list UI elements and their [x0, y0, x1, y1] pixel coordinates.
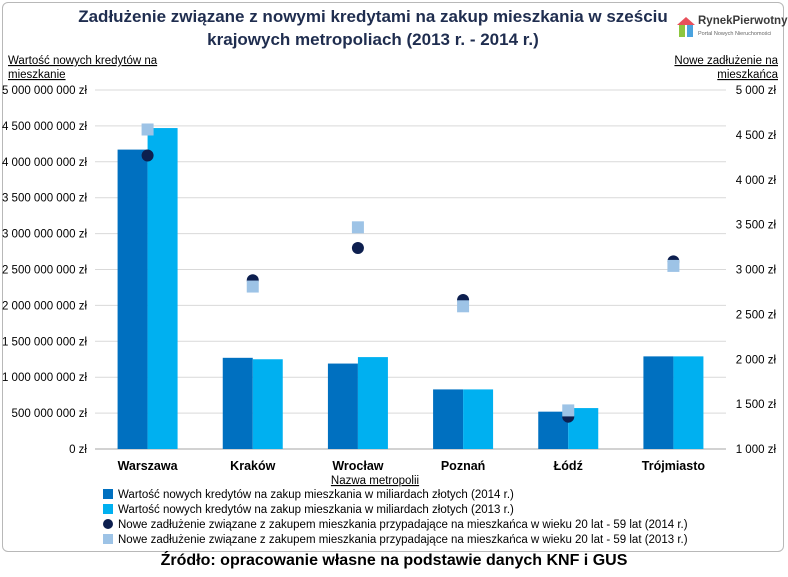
chart-title-line-1: Zadłużenie związane z nowymi kredytami n… — [78, 7, 668, 26]
y2-tick-label: 4 500 zł — [736, 130, 777, 142]
bars — [117, 128, 704, 449]
bar — [327, 363, 358, 449]
bar — [463, 389, 494, 449]
logo: RynekPierwotny Portal Nowych Nieruchomoś… — [676, 14, 787, 44]
point — [141, 149, 154, 162]
category-label: Kraków — [230, 459, 275, 473]
y-tick-label: 3 000 000 000 zł — [2, 229, 87, 241]
bar — [252, 359, 283, 449]
legend-label: Nowe zadłużenie związane z zakupem miesz… — [118, 519, 688, 531]
gridlines — [95, 89, 726, 450]
legend-marker — [103, 489, 113, 499]
y2-tick-label: 1 500 zł — [736, 399, 777, 411]
point — [562, 404, 575, 417]
bar — [147, 128, 178, 449]
y2-tick-label: 4 000 zł — [736, 175, 777, 187]
legend-marker — [103, 519, 113, 529]
point — [457, 300, 470, 313]
point — [351, 241, 364, 254]
y2-axis-title-line-2: mieszkańca — [717, 69, 778, 81]
y2-tick-label: 2 000 zł — [736, 354, 777, 366]
chart-title-line-2: krajowych metropoliach (2013 r. - 2014 r… — [207, 30, 539, 49]
legend-marker — [103, 504, 113, 514]
y-tick-label: 500 000 000 zł — [12, 408, 88, 420]
bar — [222, 357, 253, 449]
house-logo-icon — [677, 17, 695, 37]
logo-name: RynekPierwotny — [698, 15, 788, 27]
source-footer: Źródło: opracowanie własne na podstawie … — [160, 552, 628, 569]
category-label: Wrocław — [332, 459, 383, 473]
category-labels: Warszawa Kraków Wrocław Poznań Łódź Trójmiast… — [118, 459, 706, 473]
y2-tick-label: 1 000 zł — [736, 444, 777, 456]
category-label: Łódź — [554, 459, 583, 473]
legend: Wartość nowych kredytów na zakup mieszka… — [103, 489, 688, 546]
category-label: Poznań — [441, 459, 485, 473]
category-label: Warszawa — [118, 459, 179, 473]
points — [141, 123, 680, 423]
legend-label: Wartość nowych kredytów na zakup mieszka… — [118, 504, 514, 516]
legend-marker — [103, 534, 113, 544]
y2-tick-label: 2 500 zł — [736, 309, 777, 321]
logo-tagline: Portal Nowych Nieruchomości — [698, 31, 772, 37]
bar — [673, 356, 704, 449]
y2-axis-ticks: 1 000 zł 1 500 zł 2 000 zł 2 500 zł 3 000 zł… — [736, 85, 777, 456]
point — [351, 221, 364, 234]
y-axis-title-line-1: Wartość nowych kredytów na — [8, 55, 158, 67]
y-axis-ticks: 0 zł 500 000 000 zł 1 000 000 000 zł 1 500 … — [2, 85, 87, 456]
y-tick-label: 1 500 000 000 zł — [2, 336, 87, 348]
bar — [357, 357, 388, 449]
point — [667, 259, 680, 272]
y-axis-title-line-2: mieszkanie — [8, 69, 66, 81]
y-tick-label: 0 zł — [69, 444, 87, 456]
y2-tick-label: 3 000 zł — [736, 265, 777, 277]
y-tick-label: 5 000 000 000 zł — [2, 85, 87, 97]
y-tick-label: 2 000 000 000 zł — [2, 300, 87, 312]
y-tick-label: 4 000 000 000 zł — [2, 157, 87, 169]
x-axis-title: Nazwa metropolii — [331, 475, 419, 487]
legend-label: Wartość nowych kredytów na zakup mieszka… — [118, 489, 514, 501]
y-tick-label: 1 000 000 000 zł — [2, 372, 87, 384]
legend-label: Nowe zadłużenie związane z zakupem miesz… — [118, 534, 688, 546]
y2-tick-label: 5 000 zł — [736, 85, 777, 97]
category-label: Trójmiasto — [642, 459, 706, 473]
y-tick-label: 3 500 000 000 zł — [2, 193, 87, 205]
bar — [117, 149, 148, 449]
bar — [433, 389, 464, 449]
y-tick-label: 2 500 000 000 zł — [2, 265, 87, 277]
y2-tick-label: 3 500 zł — [736, 220, 777, 232]
point — [141, 123, 154, 136]
y2-axis-title-line-1: Nowe zadłużenie na — [674, 55, 778, 67]
point — [246, 280, 259, 293]
bar — [643, 356, 674, 449]
y-tick-label: 4 500 000 000 zł — [2, 121, 87, 133]
